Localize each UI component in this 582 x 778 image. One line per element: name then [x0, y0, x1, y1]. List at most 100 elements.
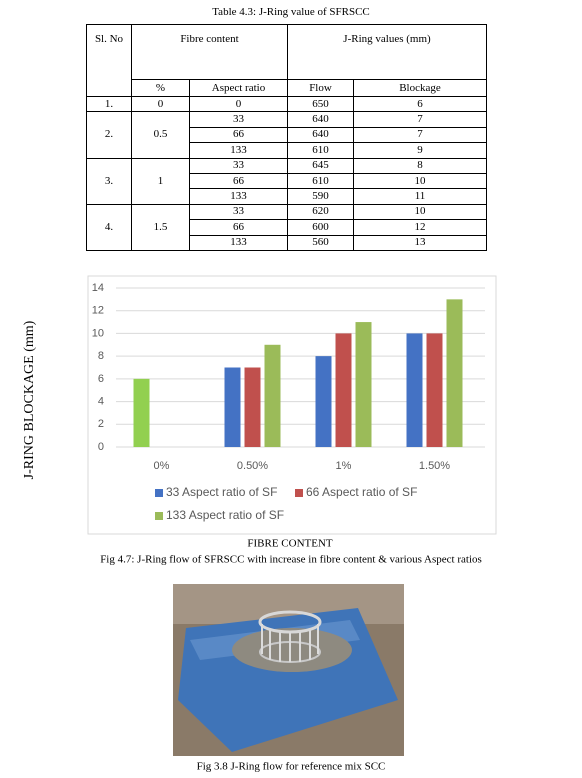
percent-cell: 0.5	[131, 111, 190, 159]
blockage-cell: 13	[353, 234, 487, 251]
legend-label: 66 Aspect ratio of SF	[306, 485, 417, 499]
figure-caption: Fig 4.7: J-Ring flow of SFRSCC with incr…	[100, 554, 482, 566]
percent-cell: 0	[131, 95, 190, 113]
flow-cell: 640	[287, 111, 354, 128]
bar	[224, 367, 241, 447]
table-row: 4. 1.5 33 620 10	[86, 203, 487, 251]
blockage-cell: 10	[353, 203, 487, 221]
percent-cell: 1	[131, 157, 190, 205]
table-row: 1. 0 0 650 6	[86, 95, 487, 113]
table-row: 66 640 7	[87, 126, 487, 144]
header-cell: Flow	[287, 79, 354, 97]
blockage-cell: 10	[353, 172, 487, 190]
blockage-cell: 7	[353, 126, 487, 144]
ring-rods	[261, 624, 319, 662]
bar	[244, 367, 261, 447]
base-plate	[178, 608, 398, 752]
y-tick-label: 6	[98, 373, 104, 385]
bar	[264, 344, 281, 447]
y-axis-label: J-RING BLOCKAGE (mm)	[22, 320, 37, 479]
sl-cell: 3.	[86, 157, 132, 205]
photo-background	[173, 584, 404, 756]
x-axis-label: FIBRE CONTENT	[247, 538, 333, 550]
y-tick-label: 4	[98, 395, 104, 407]
y-tick-label: 12	[92, 305, 104, 317]
blockage-cell: 12	[353, 219, 487, 236]
ring-top	[258, 610, 322, 634]
photo	[173, 584, 404, 756]
percent-cell: 1.5	[131, 203, 190, 251]
flow-cell: 560	[287, 234, 354, 251]
table-row: 66 600 12	[87, 219, 487, 236]
legend-swatch	[155, 489, 163, 497]
sl-cell: 1.	[86, 95, 132, 113]
plate-highlight	[190, 620, 360, 660]
photo-caption: Fig 3.8 J-Ring flow for reference mix SC…	[197, 761, 386, 773]
bar	[355, 322, 372, 447]
flow-cell: 645	[287, 157, 354, 174]
aspect-cell: 66	[189, 219, 288, 236]
table: Sl. No Fibre content J-Ring values (mm) …	[86, 24, 487, 251]
table-caption: Table 4.3: J-Ring value of SFRSCC	[212, 6, 370, 18]
table-row: 2. 0.5 33 640 7	[86, 111, 487, 159]
y-tick-label: 14	[92, 282, 104, 294]
blockage-cell: 9	[353, 142, 487, 159]
x-tick-label: 1.50%	[419, 460, 450, 472]
blockage-cell: 7	[353, 111, 487, 128]
aspect-cell: 0	[189, 95, 288, 113]
table-row: 66 610 10	[87, 172, 487, 190]
legend-label: 133 Aspect ratio of SF	[166, 508, 284, 522]
y-tick-label: 10	[92, 327, 104, 339]
flow-cell: 610	[287, 172, 354, 190]
ring-bottom	[259, 641, 321, 663]
header-row: % Aspect ratio Flow Blockage	[87, 79, 487, 97]
table-row: 3. 1 33 645 8	[86, 157, 487, 205]
chart-frame	[87, 275, 497, 535]
bar	[446, 299, 463, 447]
flow-cell: 640	[287, 126, 354, 144]
sl-cell: 4.	[86, 203, 132, 251]
photo-wall	[173, 584, 404, 624]
aspect-cell: 133	[189, 142, 288, 159]
y-tick-label: 8	[98, 350, 104, 362]
x-tick-label: 1%	[336, 460, 352, 472]
header-cell: Fibre content	[131, 24, 288, 80]
flow-cell: 600	[287, 219, 354, 236]
x-tick-label: 0%	[154, 460, 170, 472]
legend-swatch	[155, 512, 163, 520]
header-cell: Sl. No	[86, 24, 132, 97]
header-cell: Blockage	[353, 79, 487, 97]
flow-cell: 650	[287, 95, 354, 113]
blockage-cell: 11	[353, 188, 487, 205]
flow-cell: 590	[287, 188, 354, 205]
sl-cell: 2.	[86, 111, 132, 159]
blockage-cell: 6	[353, 95, 487, 113]
header-row: Sl. No Fibre content J-Ring values (mm)	[86, 24, 487, 97]
x-tick-label: 0.50%	[237, 460, 268, 472]
y-tick-label: 0	[98, 441, 104, 453]
aspect-cell: 33	[189, 111, 288, 128]
y-tick-label: 2	[98, 418, 104, 430]
aspect-cell: 33	[189, 203, 288, 221]
bar	[426, 333, 443, 447]
bar	[315, 356, 332, 447]
table-row: 133 560 13	[87, 234, 487, 251]
bar	[133, 378, 150, 447]
aspect-cell: 66	[189, 172, 288, 190]
aspect-cell: 133	[189, 234, 288, 251]
bar	[335, 333, 352, 447]
aspect-cell: 66	[189, 126, 288, 144]
legend-label: 33 Aspect ratio of SF	[166, 485, 277, 499]
aspect-cell: 133	[189, 188, 288, 205]
concrete-spread	[232, 628, 352, 672]
table-row: 133 610 9	[87, 142, 487, 159]
header-cell: %	[131, 79, 190, 97]
flow-cell: 620	[287, 203, 354, 221]
flow-cell: 610	[287, 142, 354, 159]
header-cell: Aspect ratio	[189, 79, 288, 97]
blockage-cell: 8	[353, 157, 487, 174]
legend-swatch	[295, 489, 303, 497]
aspect-cell: 33	[189, 157, 288, 174]
header-cell: J-Ring values (mm)	[287, 24, 487, 80]
